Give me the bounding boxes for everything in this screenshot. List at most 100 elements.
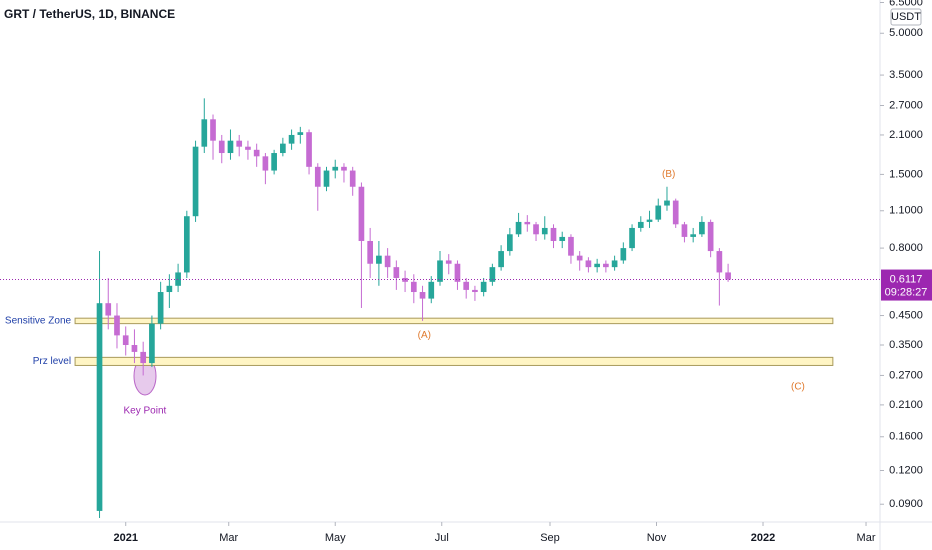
candle-body <box>384 255 391 268</box>
candle-body <box>410 281 417 293</box>
candle-body <box>507 234 513 252</box>
candle-body <box>550 227 557 241</box>
y-tick-label: 3.5000 <box>889 69 923 81</box>
annotation: Key Point <box>124 405 167 416</box>
candle-body <box>349 170 356 187</box>
candle-body <box>131 345 138 352</box>
zone <box>74 317 834 325</box>
candle-body <box>664 200 670 206</box>
candle-body <box>603 263 609 268</box>
candle-body <box>253 149 260 157</box>
candle-body <box>620 248 627 261</box>
candle-body <box>428 281 435 299</box>
annotation: (A) <box>418 330 431 341</box>
candle-body <box>314 166 321 187</box>
x-tick-label: 2022 <box>751 532 775 544</box>
candle-body <box>236 140 243 147</box>
candle-body <box>210 119 216 141</box>
chart-title: GRT / TetherUS, 1D, BINANCE <box>4 7 175 21</box>
candle-body <box>183 216 190 273</box>
annotation: (C) <box>791 381 805 392</box>
candle-body <box>725 272 731 280</box>
candle-body <box>489 267 496 282</box>
candle-body <box>559 236 566 241</box>
candle-body <box>716 251 723 273</box>
candle-body <box>472 289 478 293</box>
candle-body <box>157 292 164 324</box>
candle-body <box>140 351 147 364</box>
x-tick-label: May <box>325 532 346 544</box>
candle-body <box>568 236 574 256</box>
candle-body <box>341 166 347 171</box>
candle-body <box>149 323 155 364</box>
x-tick-label: Nov <box>647 532 667 544</box>
y-tick-label: 0.1200 <box>889 464 923 476</box>
candle-body <box>376 255 382 264</box>
candle-body <box>707 221 714 252</box>
candle-body <box>445 260 452 264</box>
candle-body <box>498 251 504 268</box>
y-tick-label: 6.5000 <box>889 0 923 8</box>
candle-body <box>646 219 653 222</box>
candle-body <box>306 132 312 167</box>
candle-body <box>280 143 286 154</box>
candle-body <box>463 281 470 290</box>
y-tick-label: 1.1000 <box>889 205 923 217</box>
candle-body <box>262 156 269 171</box>
y-tick-label: 0.4500 <box>889 309 923 321</box>
x-tick-label: Mar <box>219 532 238 544</box>
candle-body <box>585 260 592 268</box>
y-tick-label: 1.5000 <box>889 168 923 180</box>
candle-body <box>192 146 199 217</box>
candle-body <box>201 119 208 147</box>
candle-body <box>515 221 522 235</box>
candle-body <box>358 186 365 241</box>
candle-body <box>533 224 539 235</box>
annotation: (B) <box>662 169 675 180</box>
x-tick-label: Jul <box>435 532 449 544</box>
candle-body <box>480 281 487 293</box>
y-tick-label: 0.8000 <box>889 242 923 254</box>
last-price-box <box>881 269 932 301</box>
y-tick-label: 0.0900 <box>889 498 923 510</box>
candle-body <box>245 146 251 150</box>
candle-body <box>699 221 705 235</box>
currency-box[interactable] <box>890 8 922 26</box>
candle-body <box>576 255 583 261</box>
candle-body <box>96 303 103 511</box>
countdown-label: 09:28:27 <box>885 286 928 298</box>
y-tick-label: 0.3500 <box>889 339 923 351</box>
candle-body <box>323 170 330 187</box>
x-tick-label: Sep <box>540 532 560 544</box>
currency-label[interactable]: USDT <box>891 11 921 23</box>
candle-body <box>611 260 618 268</box>
y-tick-label: 0.2700 <box>889 369 923 381</box>
x-tick-label: Mar <box>857 532 876 544</box>
candle-body <box>114 315 120 336</box>
y-tick-label: 2.1000 <box>889 129 923 141</box>
candle-body <box>122 335 129 346</box>
candle-body <box>297 132 304 135</box>
candle-body <box>332 166 339 171</box>
candle-body <box>105 303 112 316</box>
candle-body <box>288 134 295 144</box>
candle-body <box>166 285 173 293</box>
y-tick-label: 0.1600 <box>889 431 923 443</box>
candle-body <box>655 205 662 220</box>
candle-body <box>629 227 635 249</box>
zone <box>74 356 834 366</box>
candle-body <box>594 263 600 268</box>
candle-body <box>437 260 443 282</box>
candle-body <box>393 267 400 278</box>
candle-body <box>218 140 225 154</box>
y-tick-label: 0.2100 <box>889 399 923 411</box>
candle-body <box>681 224 688 237</box>
x-tick-label: 2021 <box>113 532 137 544</box>
candle-body <box>454 263 461 282</box>
zone-label: Sensitive Zone <box>5 316 72 327</box>
candle-body <box>175 272 181 286</box>
candle-body <box>637 221 644 228</box>
candle-body <box>367 240 373 264</box>
